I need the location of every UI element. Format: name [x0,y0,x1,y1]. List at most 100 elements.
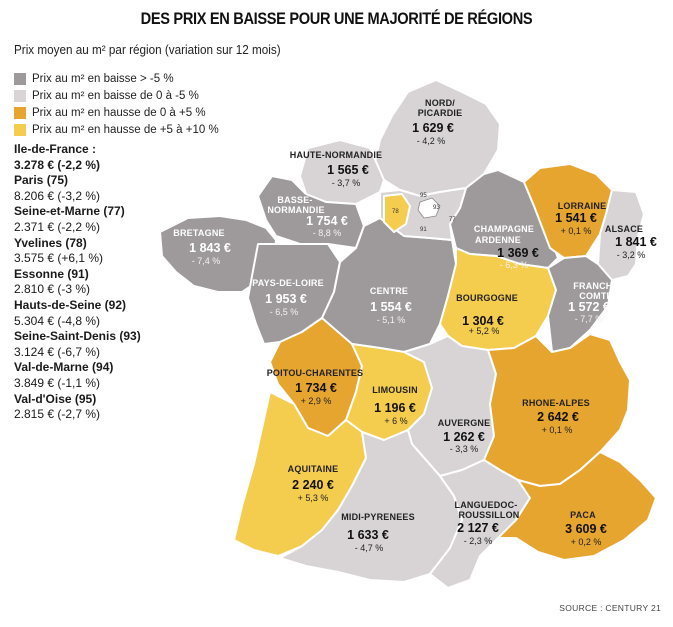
region-name: ALSACE [605,224,643,234]
region-variation: - 7,7 % [575,314,604,324]
region-name: BASSE- [277,195,312,205]
region-name: BOURGOGNE [456,293,518,303]
region-paca [497,451,657,561]
region-name: COMTÉ [579,291,613,301]
dept-label-91: 91 [420,227,427,233]
region-variation: + 5,3 % [298,493,329,503]
legend-swatch [14,123,26,136]
dept-value: 3.575 € (+6,1 %) [14,251,104,266]
dept-name: Val-d'Oise (95) [14,391,97,406]
region-price: 1 565 € [327,163,369,177]
dept-yvelines [383,193,411,233]
legend-label: Prix au m² en hausse de 0 à +5 % [32,106,206,119]
region-name: PACA [570,510,596,520]
ile-de-france-panel: Ile-de-France : 3.278 € (-2,2 %) Paris (… [14,142,141,423]
region-price: 1 554 € [370,300,412,314]
region-price: 1 304 € [462,314,504,328]
region-price: 2 642 € [537,410,579,424]
region-variation: + 5,2 % [469,326,500,336]
region-price: 3 609 € [565,522,607,536]
region-price: 2 127 € [457,521,499,535]
legend: Prix au m² en baisse > -5 % Prix au m² e… [14,70,219,138]
region-variation: + 0,2 % [571,537,602,547]
region-price: 2 240 € [292,478,334,492]
region-name: AQUITAINE [288,464,339,474]
region-price: 1 754 € [306,214,348,228]
dept-name: Paris (75) [14,173,69,188]
dept-value: 3.124 € (-6,7 %) [14,344,101,359]
dept-value: 8.206 € (-3,2 %) [14,188,101,203]
region-price: 1 629 € [412,121,454,135]
region-haute-normandie [299,139,385,205]
legend-swatch [14,72,26,85]
region-name: PAYS-DE-LOIRE [252,278,324,288]
idf-name: Ile-de-France : [14,142,97,156]
dept-name: Val-de-Marne (94) [14,360,114,375]
legend-swatch [14,106,26,119]
legend-item-hausse: Prix au m² en hausse de 0 à +5 % [14,104,219,121]
region-variation: + 6 % [384,416,407,426]
region-variation: - 4,7 % [355,543,384,553]
map-title: DES PRIX EN BAISSE POUR UNE MAJORITÉ DE … [140,9,533,28]
region-variation: - 3,2 % [617,250,646,260]
dept-paris-inner [417,197,441,219]
region-name: CENTRE [370,286,408,296]
region-rhone-alpes [483,333,631,487]
region-price: 1 953 € [265,292,307,306]
region-price: 1 541 € [555,211,597,225]
region-variation: - 7,4 % [192,256,221,266]
region-name: NORMANDIE [267,205,324,215]
region-midi-pyrenees [279,429,463,583]
region-name: ARDENNE [475,235,521,245]
dept-label-77: 77 [449,217,456,223]
region-name: LANGUEDOC- [455,500,518,510]
dept-name: Seine-et-Marne (77) [14,204,125,219]
region-price: 1 369 € [497,246,539,260]
region-price: 1 572 € [568,300,610,314]
region-name: RHONE-ALPES [522,398,590,408]
region-variation: + 0,1 % [561,226,592,236]
map-subtitle: Prix moyen au m² par région (variation s… [14,42,281,57]
region-alsace [597,189,645,281]
legend-item-baisse-forte: Prix au m² en baisse > -5 % [14,70,219,87]
dept-label-95: 95 [420,193,427,199]
region-name: LORRAINE [558,201,607,211]
region-variation: - 2,3 % [464,536,493,546]
region-variation: + 2,9 % [301,396,332,406]
dept-name: Essonne (91) [14,266,89,281]
region-name: BRETAGNE [173,228,224,238]
region-name: NORD/ [425,98,455,108]
dept-value: 2.815 € (-2,7 %) [14,407,101,422]
region-variation: - 3,3 % [450,444,479,454]
legend-item-baisse: Prix au m² en baisse de 0 à -5 % [14,87,219,104]
region-variation: - 6,3 % [500,260,529,270]
region-variation: - 5,1 % [377,315,406,325]
idf-value: 3.278 € (-2,2 %) [14,157,101,172]
region-name: POITOU-CHARENTES [267,368,364,378]
region-price: 1 841 € [615,235,657,249]
legend-label: Prix au m² en baisse de 0 à -5 % [32,89,199,102]
region-franche-comte [547,255,613,353]
region-name: CHAMPAGNE [474,224,534,234]
region-price: 1 196 € [374,401,416,415]
region-name: FRANCHE [573,281,618,291]
region-price: 1 843 € [189,241,231,255]
region-name: AUVERGNE [438,418,491,428]
region-languedoc-roussillon [429,459,531,589]
region-variation: + 0,1 % [542,425,573,435]
dept-name: Yvelines (78) [14,235,87,250]
region-variation: - 3,7 % [332,178,361,188]
region-name: ROUSSILLON [458,510,519,520]
region-name: LIMOUSIN [372,385,418,395]
dept-value: 2.810 € (-3 %) [14,282,91,297]
region-price: 1 262 € [443,430,485,444]
dept-label-93: 93 [433,205,440,211]
region-price: 1 734 € [295,381,337,395]
region-name: PICARDIE [418,108,463,118]
legend-label: Prix au m² en hausse de +5 à +10 % [32,123,219,136]
dept-name: Hauts-de-Seine (92) [14,297,127,312]
region-variation: - 4,2 % [417,136,446,146]
legend-label: Prix au m² en baisse > -5 % [32,72,174,85]
region-variation: - 6,5 % [270,307,299,317]
